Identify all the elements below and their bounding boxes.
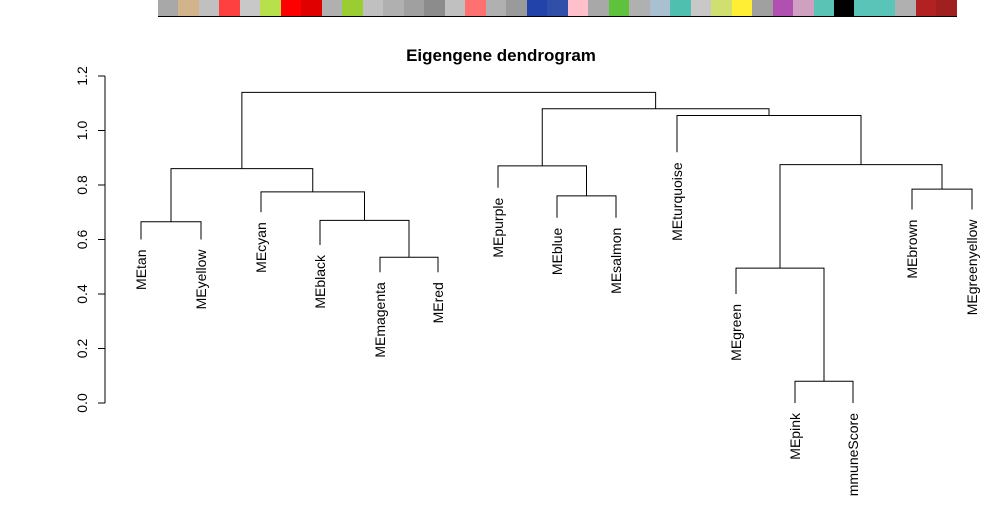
y-tick-label: 0.6	[74, 230, 90, 250]
leaf-label: MEgreen	[728, 304, 744, 361]
y-tick-label: 1.2	[74, 66, 90, 86]
color-strip-segment	[506, 0, 527, 16]
color-strip-segment	[711, 0, 732, 16]
leaf-label: MEred	[430, 282, 446, 323]
module-color-strip	[158, 0, 957, 17]
leaf-label: MEblue	[549, 227, 565, 275]
chart-title: Eigengene dendrogram	[406, 46, 596, 65]
y-tick-label: 0.4	[74, 284, 90, 304]
color-strip-segment	[752, 0, 773, 16]
dendrogram-merge	[556, 195, 617, 218]
y-tick-label: 0.2	[74, 339, 90, 359]
dendrogram-merge	[779, 164, 943, 269]
color-strip-segment	[342, 0, 363, 16]
dendrogram-merge	[676, 115, 862, 165]
y-axis: 0.0 0.2 0.4 0.6 0.8 1.0 1.2	[74, 66, 106, 413]
color-strip-segment	[608, 0, 630, 16]
color-strip-segment	[813, 0, 834, 16]
color-strip-segment	[280, 0, 302, 16]
y-tick-label: 1.0	[74, 121, 90, 141]
color-strip-segment	[649, 0, 671, 16]
color-strip-segment	[895, 0, 916, 16]
dendrogram-merge	[319, 219, 410, 258]
dendrogram-merge	[140, 221, 202, 240]
color-strip-segment	[383, 0, 404, 16]
color-strip-segment	[239, 0, 261, 16]
dendrogram-merge	[260, 191, 365, 221]
color-strip-segment	[362, 0, 384, 16]
leaf-label: MEsalmon	[608, 228, 624, 294]
leaf-label: MEbrown	[904, 220, 920, 279]
color-strip-segment	[260, 0, 281, 16]
color-strip-segment	[915, 0, 937, 16]
color-strip-segment	[444, 0, 466, 16]
leaf-labels: MEtan MEyellow MEcyan MEblack MEmagenta MEred…	[133, 162, 980, 496]
leaf-label: MEgreenyellow	[964, 219, 980, 316]
color-strip-segment	[526, 0, 548, 16]
dendrogram-merge	[911, 188, 973, 210]
leaf-label: MEtan	[133, 250, 149, 290]
color-strip-segment	[485, 0, 507, 16]
color-strip-segment	[403, 0, 425, 16]
color-strip-segment	[465, 0, 486, 16]
leaf-label: MEpurple	[490, 198, 506, 258]
color-strip-segment	[567, 0, 589, 16]
color-strip-segment	[424, 0, 445, 16]
color-strip-segment	[198, 0, 220, 16]
leaf-label: MEturquoise	[669, 162, 685, 241]
dendrogram-branches	[140, 91, 973, 403]
color-strip-segment	[321, 0, 343, 16]
leaf-label: MEcyan	[253, 222, 269, 273]
color-strip-segment	[158, 0, 179, 16]
color-strip-segment	[629, 0, 650, 16]
dendrogram-merge	[497, 165, 587, 196]
color-strip-segment	[670, 0, 691, 16]
dendrogram-merge	[241, 91, 657, 169]
dendrogram-merge	[541, 108, 770, 166]
dendrogram-merge	[379, 256, 439, 273]
color-strip-segment	[854, 0, 875, 16]
dendrogram-merge	[735, 267, 825, 382]
leaf-label: MEyellow	[193, 249, 209, 310]
color-strip-segment	[772, 0, 794, 16]
color-strip-segment	[874, 0, 896, 16]
leaf-label: MEpink	[787, 412, 803, 460]
leaf-label: mmuneScore	[845, 413, 861, 496]
color-strip-segment	[588, 0, 609, 16]
color-strip-segment	[301, 0, 322, 16]
leaf-label: MEmagenta	[372, 282, 388, 358]
color-strip-segment	[178, 0, 199, 16]
color-strip-segment	[936, 0, 957, 16]
color-strip-segment	[793, 0, 814, 16]
dendrogram-merge	[170, 168, 314, 222]
color-strip-segment	[833, 0, 855, 16]
y-tick-label: 0.0	[74, 393, 90, 413]
color-strip-segment	[690, 0, 712, 16]
y-tick-label: 0.8	[74, 175, 90, 195]
color-strip-segment	[547, 0, 568, 16]
dendrogram-merge	[794, 380, 854, 403]
color-strip-segment	[219, 0, 240, 16]
leaf-label: MEblack	[312, 254, 328, 309]
color-strip-segment	[731, 0, 753, 16]
